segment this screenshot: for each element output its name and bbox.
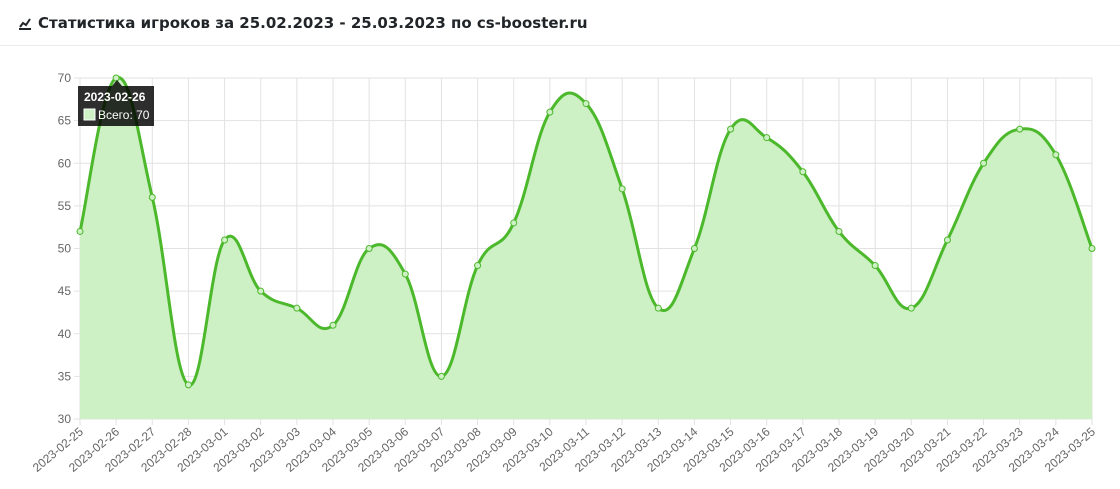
point: [257, 287, 265, 295]
tooltip-box: [78, 80, 154, 126]
tooltip: 2023-02-26 Всего: 70: [78, 80, 154, 126]
tooltip-title: 2023-02-26: [84, 90, 146, 104]
point: [799, 168, 807, 176]
point: [835, 227, 843, 235]
point: [727, 125, 735, 133]
y-tick-label: 35: [58, 369, 72, 383]
y-tick-label: 70: [58, 71, 72, 85]
point: [474, 262, 482, 270]
y-tick-label: 65: [58, 114, 72, 128]
point: [184, 381, 192, 389]
header: Статистика игроков за 25.02.2023 - 25.03…: [0, 0, 1120, 46]
point: [148, 193, 156, 201]
point: [221, 236, 229, 244]
chart: 3035404550556065702023-02-252023-02-2620…: [30, 71, 1098, 475]
point: [329, 321, 337, 329]
point: [112, 74, 120, 82]
tooltip-label: Всего: 70: [98, 108, 150, 122]
y-tick-label: 40: [58, 327, 72, 341]
title-text: Статистика игроков за 25.02.2023 - 25.03…: [38, 13, 588, 32]
y-tick-label: 55: [58, 199, 72, 213]
point: [365, 245, 373, 252]
point: [907, 304, 915, 312]
point: [763, 134, 771, 142]
point: [690, 245, 698, 252]
tooltip-swatch: [83, 108, 96, 121]
point: [871, 262, 879, 270]
point: [582, 100, 590, 108]
point: [1016, 125, 1024, 133]
point: [76, 227, 84, 235]
point: [546, 108, 554, 116]
point: [510, 219, 518, 227]
point: [1088, 245, 1096, 252]
y-tick-label: 30: [58, 412, 72, 426]
y-tick-label: 50: [58, 242, 72, 256]
area: [80, 77, 1092, 419]
point: [654, 304, 662, 312]
point: [943, 236, 951, 244]
point: [293, 304, 301, 312]
point: [401, 270, 409, 278]
point: [618, 185, 626, 193]
title: Статистика игроков за 25.02.2023 - 25.03…: [18, 14, 588, 32]
chart-icon: [19, 17, 31, 30]
point: [980, 159, 988, 167]
y-tick-label: 45: [58, 284, 72, 298]
point: [437, 372, 445, 380]
point: [1052, 151, 1060, 159]
y-tick-label: 60: [58, 156, 72, 170]
